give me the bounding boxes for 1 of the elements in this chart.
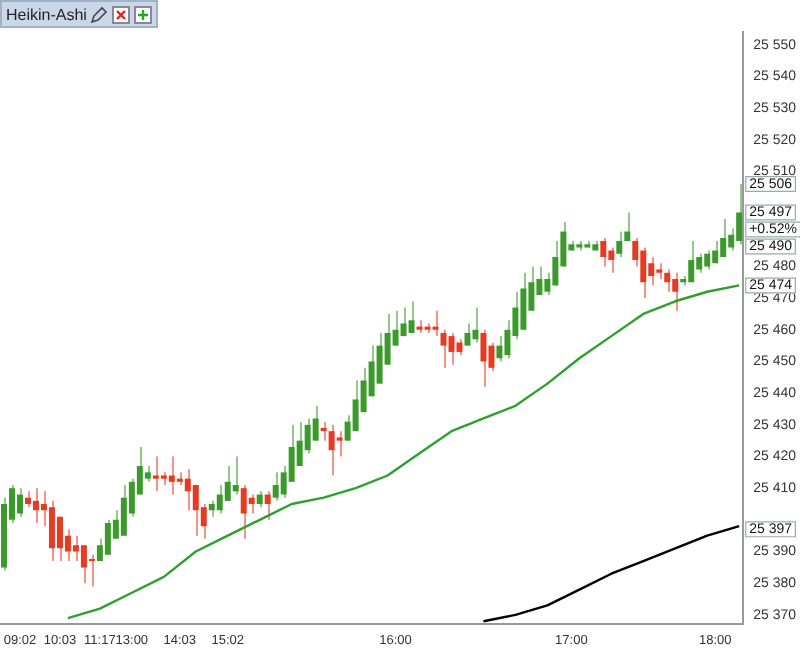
chart-title: Heikin-Ashi bbox=[6, 5, 87, 23]
